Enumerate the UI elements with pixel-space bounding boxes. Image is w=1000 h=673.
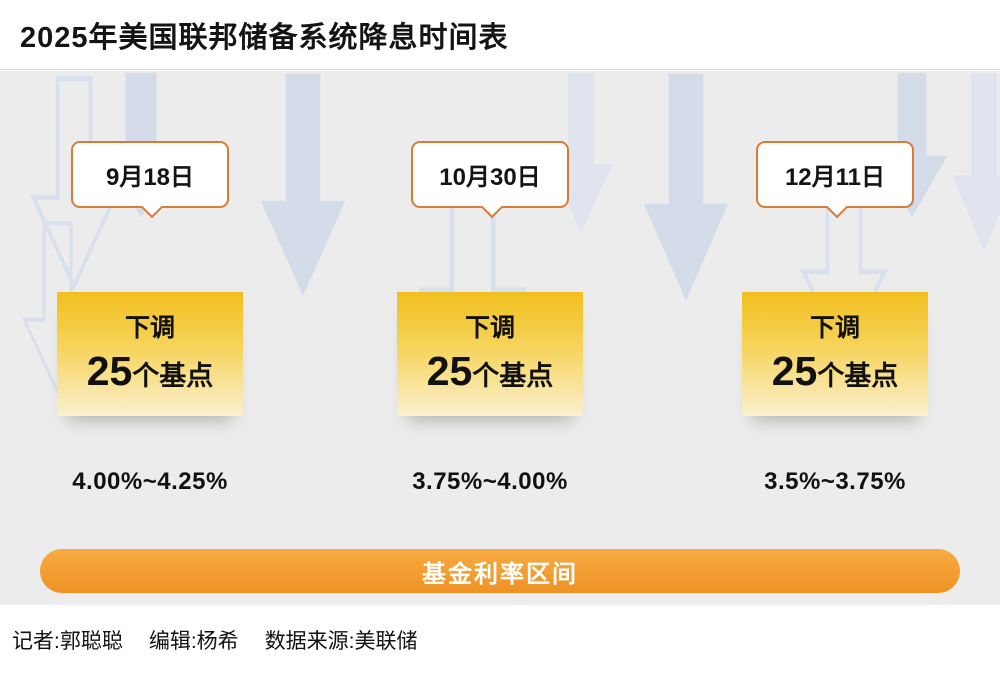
header: 2025年美国联邦储备系统降息时间表: [0, 0, 1000, 70]
credits: 记者:郭聪聪 编辑:杨希 数据来源:美联储: [12, 625, 444, 655]
credit-editor: 编辑:杨希: [148, 630, 239, 653]
main-section: 9月18日 下调 25个基点 4.00%~4.25% 10月30日: [0, 71, 1000, 605]
credit-source: 数据来源:美联储: [264, 630, 418, 653]
basis-points-unit: 个基点: [132, 361, 214, 391]
basis-points-value: 25: [86, 348, 133, 394]
date-label: 10月30日: [439, 164, 541, 191]
bubble-tail: [480, 195, 504, 219]
date-bubble: 9月18日: [71, 141, 229, 219]
timeline-event: 9月18日 下调 25个基点 4.00%~4.25%: [20, 71, 280, 496]
timeline-event: 10月30日 下调 25个基点 3.75%~4.00%: [360, 71, 620, 496]
bubble-tail: [140, 195, 164, 219]
bubble-tail: [825, 195, 849, 219]
basis-points: 25个基点: [57, 350, 243, 397]
timeline-columns: 9月18日 下调 25个基点 4.00%~4.25% 10月30日: [0, 71, 1000, 605]
action-label: 下调: [464, 314, 515, 342]
rate-range: 3.5%~3.75%: [764, 468, 906, 495]
rate-cut-card: 下调 25个基点: [57, 292, 243, 416]
date-label: 12月11日: [784, 164, 886, 191]
date-bubble: 10月30日: [411, 141, 569, 219]
date-bubble: 12月11日: [756, 141, 914, 219]
page-title: 2025年美国联邦储备系统降息时间表: [20, 22, 509, 54]
basis-points-value: 25: [771, 348, 818, 394]
rate-range: 4.00%~4.25%: [72, 468, 228, 495]
action-label: 下调: [124, 314, 175, 342]
action-label: 下调: [809, 314, 860, 342]
rate-cut-card: 下调 25个基点: [397, 292, 583, 416]
footer: 记者:郭聪聪 编辑:杨希 数据来源:美联储: [0, 605, 1000, 673]
date-label: 9月18日: [105, 164, 195, 191]
basis-points: 25个基点: [742, 350, 928, 397]
basis-points-unit: 个基点: [817, 361, 899, 391]
rate-range: 3.75%~4.00%: [412, 468, 568, 495]
timeline-event: 12月11日 下调 25个基点 3.5%~3.75%: [705, 71, 965, 496]
basis-points-value: 25: [426, 348, 473, 394]
basis-points: 25个基点: [397, 350, 583, 397]
basis-points-unit: 个基点: [472, 361, 554, 391]
rate-band-label: 基金利率区间: [422, 560, 578, 588]
rate-band-pill: 基金利率区间: [40, 549, 960, 593]
credit-reporter: 记者:郭聪聪: [12, 630, 123, 653]
rate-cut-card: 下调 25个基点: [742, 292, 928, 416]
